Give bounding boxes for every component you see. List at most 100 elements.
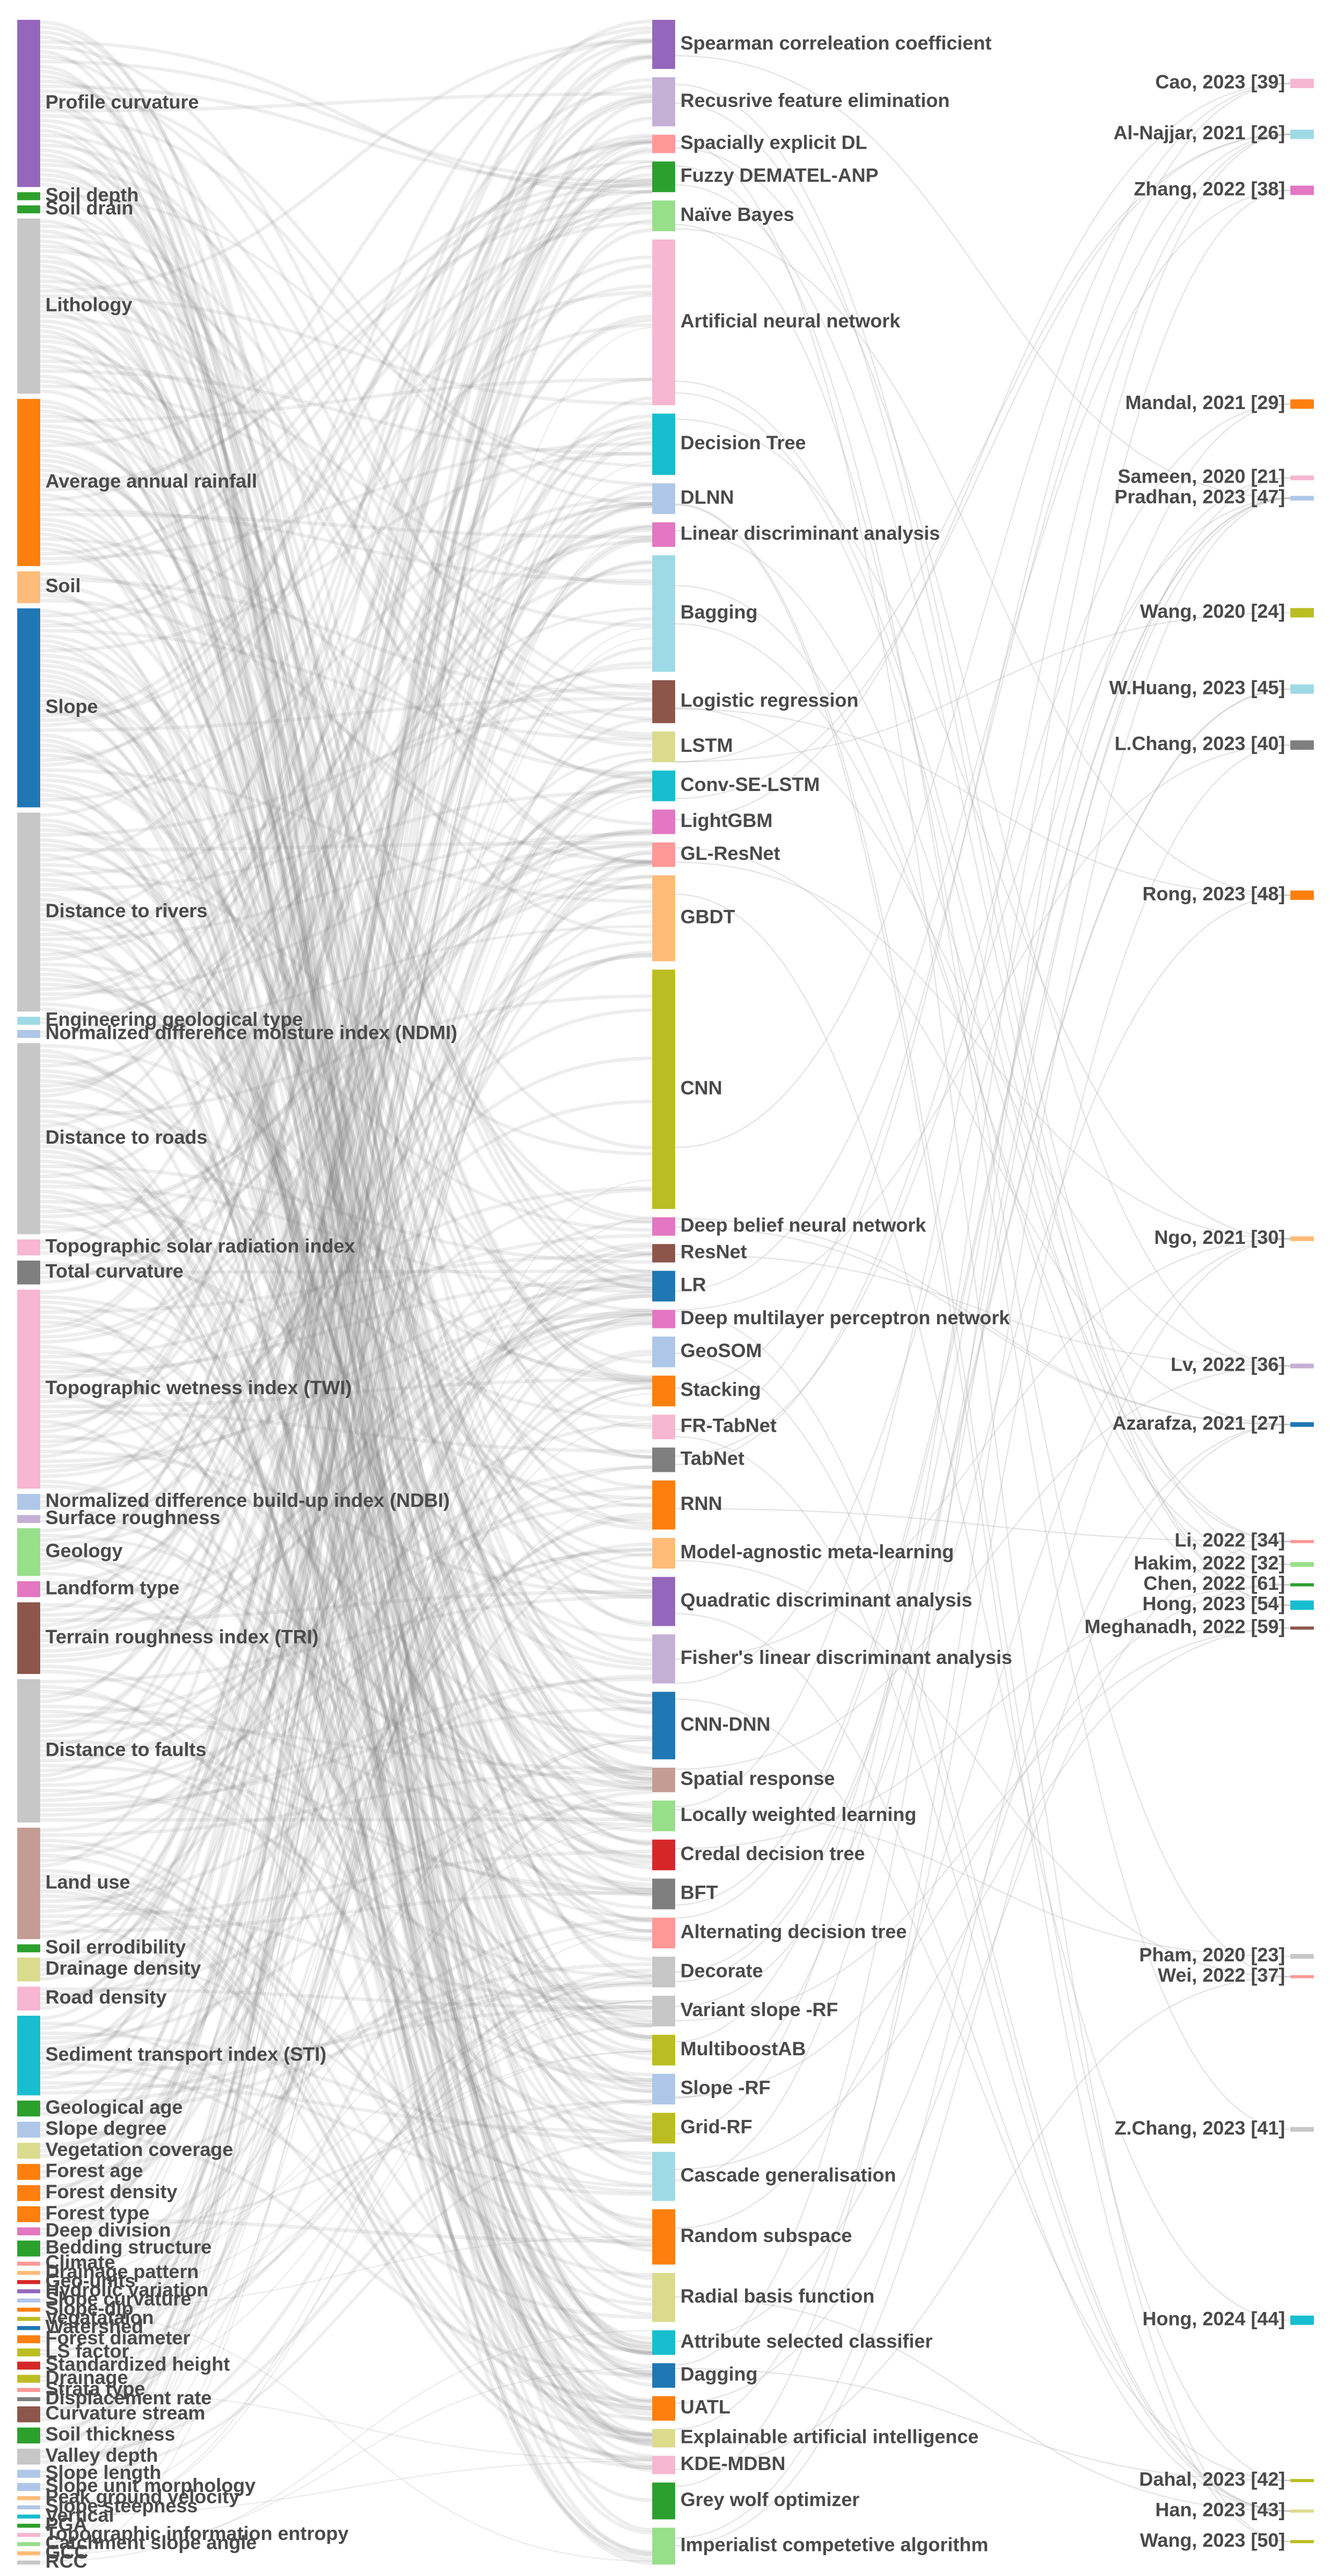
label-conv-se-lstm: Conv-SE-LSTM bbox=[680, 774, 820, 795]
link-land-use bbox=[40, 646, 653, 1938]
link-distance-to-rivers bbox=[40, 377, 653, 1001]
link-soil-thickness bbox=[40, 861, 653, 2438]
link-forest-age bbox=[40, 56, 653, 2168]
link-kde-mdbn bbox=[675, 1976, 1291, 2471]
link-lithology bbox=[40, 314, 653, 780]
node-sediment-transport-index-sti bbox=[17, 2016, 40, 2095]
link-variant-slope-rf bbox=[675, 1627, 1291, 2021]
label-variant-slope-rf: Variant slope -RF bbox=[680, 1999, 838, 2020]
label-bedding-structure: Bedding structure bbox=[45, 2236, 212, 2258]
label-han-2023-43: Han, 2023 [43] bbox=[1155, 2499, 1285, 2520]
link-lithology bbox=[40, 364, 653, 1220]
link-distance-to-roads bbox=[40, 884, 653, 1214]
link-slope bbox=[40, 803, 653, 2443]
link-distance-to-roads bbox=[40, 1200, 653, 1420]
node-logistic-regression bbox=[652, 680, 675, 723]
label-lr: LR bbox=[680, 1274, 706, 1296]
link-topographic-wetness-index-twi bbox=[40, 1284, 653, 1468]
link-lithology bbox=[40, 354, 653, 2387]
link-topographic-information-entropy bbox=[40, 525, 653, 2537]
link-sediment-transport-index-sti bbox=[40, 2031, 653, 2142]
node-rnn bbox=[652, 1480, 675, 1530]
link-uatl bbox=[675, 1541, 1291, 2404]
link-distance-to-roads bbox=[40, 1129, 653, 2222]
link-average-annual-rainfall bbox=[40, 424, 653, 1224]
link-distance-to-rivers bbox=[40, 707, 653, 837]
link-land-use bbox=[40, 1294, 653, 1913]
node-quadratic-discriminant-analysis bbox=[652, 1577, 675, 1626]
link-bedding-structure bbox=[40, 1737, 653, 2256]
node-gbdt bbox=[652, 875, 675, 962]
link-slope bbox=[40, 290, 653, 628]
node-hakim-2022-32 bbox=[1290, 1562, 1314, 1567]
link-sediment-transport-index-sti bbox=[40, 2061, 653, 2319]
link-distance-to-roads bbox=[40, 1044, 653, 1383]
label-wei-2022-37: Wei, 2022 [37] bbox=[1158, 1964, 1285, 1986]
node-wang-2020-24 bbox=[1290, 608, 1314, 618]
link-forest-density bbox=[40, 1245, 653, 2190]
link-average-annual-rainfall bbox=[40, 442, 653, 561]
link-distance-to-roads bbox=[40, 1190, 653, 2380]
link-topographic-wetness-index-twi bbox=[40, 1099, 653, 1443]
link-lithology bbox=[40, 284, 653, 2087]
link-profile-curvature bbox=[40, 79, 653, 721]
link-distance-to-roads bbox=[40, 661, 653, 1138]
label-soil-errodibility: Soil errodibility bbox=[45, 1936, 186, 1958]
node-dahal-2023-42 bbox=[1290, 2479, 1314, 2483]
link-distance-to-faults bbox=[40, 1294, 653, 1798]
link-bedding-structure bbox=[40, 396, 653, 2250]
link-profile-curvature bbox=[40, 55, 653, 1274]
link-slope bbox=[40, 674, 653, 2411]
node-vegatataion bbox=[17, 2317, 40, 2321]
link-slope bbox=[40, 619, 653, 2039]
link-landform-type bbox=[40, 953, 653, 1586]
link-topographic-wetness-index-twi bbox=[40, 1365, 653, 1818]
link-distance-to-faults bbox=[40, 1308, 653, 1772]
link-profile-curvature bbox=[40, 99, 653, 2352]
link-distance-to-faults bbox=[40, 1503, 653, 1718]
label-decision-tree: Decision Tree bbox=[680, 432, 806, 453]
link-slope bbox=[40, 753, 653, 1662]
link-profile-curvature bbox=[40, 35, 653, 2355]
link-topographic-wetness-index-twi bbox=[40, 1295, 653, 1705]
link-drainage-density bbox=[40, 201, 653, 1976]
node-grid-rf bbox=[652, 2113, 675, 2144]
link-topographic-solar-radiation-index bbox=[40, 1240, 653, 1599]
label-ngo-2021-30: Ngo, 2021 [30] bbox=[1154, 1227, 1285, 1248]
link-fr-tabnet bbox=[675, 82, 1291, 1431]
node-rcc bbox=[17, 2560, 40, 2565]
link-spatial-response bbox=[675, 1365, 1291, 1770]
link-lightgbm bbox=[675, 82, 1291, 821]
link-distance-to-rivers bbox=[40, 501, 653, 937]
label-wang-2020-24: Wang, 2020 [24] bbox=[1140, 601, 1285, 622]
node-drainage-density bbox=[17, 1957, 40, 1982]
label-hakim-2022-32: Hakim, 2022 [32] bbox=[1134, 1552, 1285, 1574]
label-model-agnostic-meta-learning: Model-agnostic meta-learning bbox=[680, 1541, 954, 1563]
link-lithology bbox=[40, 299, 653, 825]
link-geological-age bbox=[40, 1983, 653, 2116]
node-slope-length bbox=[17, 2470, 40, 2478]
node-gl-resnet bbox=[652, 842, 675, 867]
link-slope bbox=[40, 664, 653, 1824]
link-rcc bbox=[40, 2330, 653, 2562]
label-valley-depth: Valley depth bbox=[45, 2445, 158, 2466]
label-ls-factor: LS factor bbox=[45, 2340, 129, 2362]
link-terrain-roughness-index-tri bbox=[40, 1669, 653, 2082]
link-geology bbox=[40, 784, 653, 1542]
link-decorate bbox=[675, 688, 1291, 1983]
label-topographic-solar-radiation-index: Topographic solar radiation index bbox=[45, 1235, 355, 1256]
link-bagging bbox=[675, 585, 1291, 1606]
link-distance-to-faults bbox=[40, 1788, 653, 1979]
label-azarafza-2021-27: Azarafza, 2021 [27] bbox=[1112, 1412, 1285, 1434]
link-distance-to-faults bbox=[40, 1817, 653, 1822]
node-stacking bbox=[652, 1375, 675, 1407]
link-geology bbox=[40, 95, 653, 1571]
link-topographic-wetness-index-twi bbox=[40, 1360, 653, 2015]
link-distance-to-rivers bbox=[40, 844, 653, 996]
link-forest-diameter bbox=[40, 1552, 653, 2339]
link-slope bbox=[40, 793, 653, 2040]
link-average-annual-rainfall bbox=[40, 547, 653, 1882]
label-forest-type: Forest type bbox=[45, 2202, 149, 2223]
link-vegatataion bbox=[40, 1419, 653, 2319]
link-distance-to-faults bbox=[40, 770, 653, 1748]
